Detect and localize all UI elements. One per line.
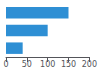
svg-text:50: 50 <box>22 60 32 69</box>
svg-text:200: 200 <box>82 60 97 69</box>
svg-text:0: 0 <box>3 60 8 69</box>
svg-text:100: 100 <box>40 60 55 69</box>
svg-text:150: 150 <box>61 60 76 69</box>
